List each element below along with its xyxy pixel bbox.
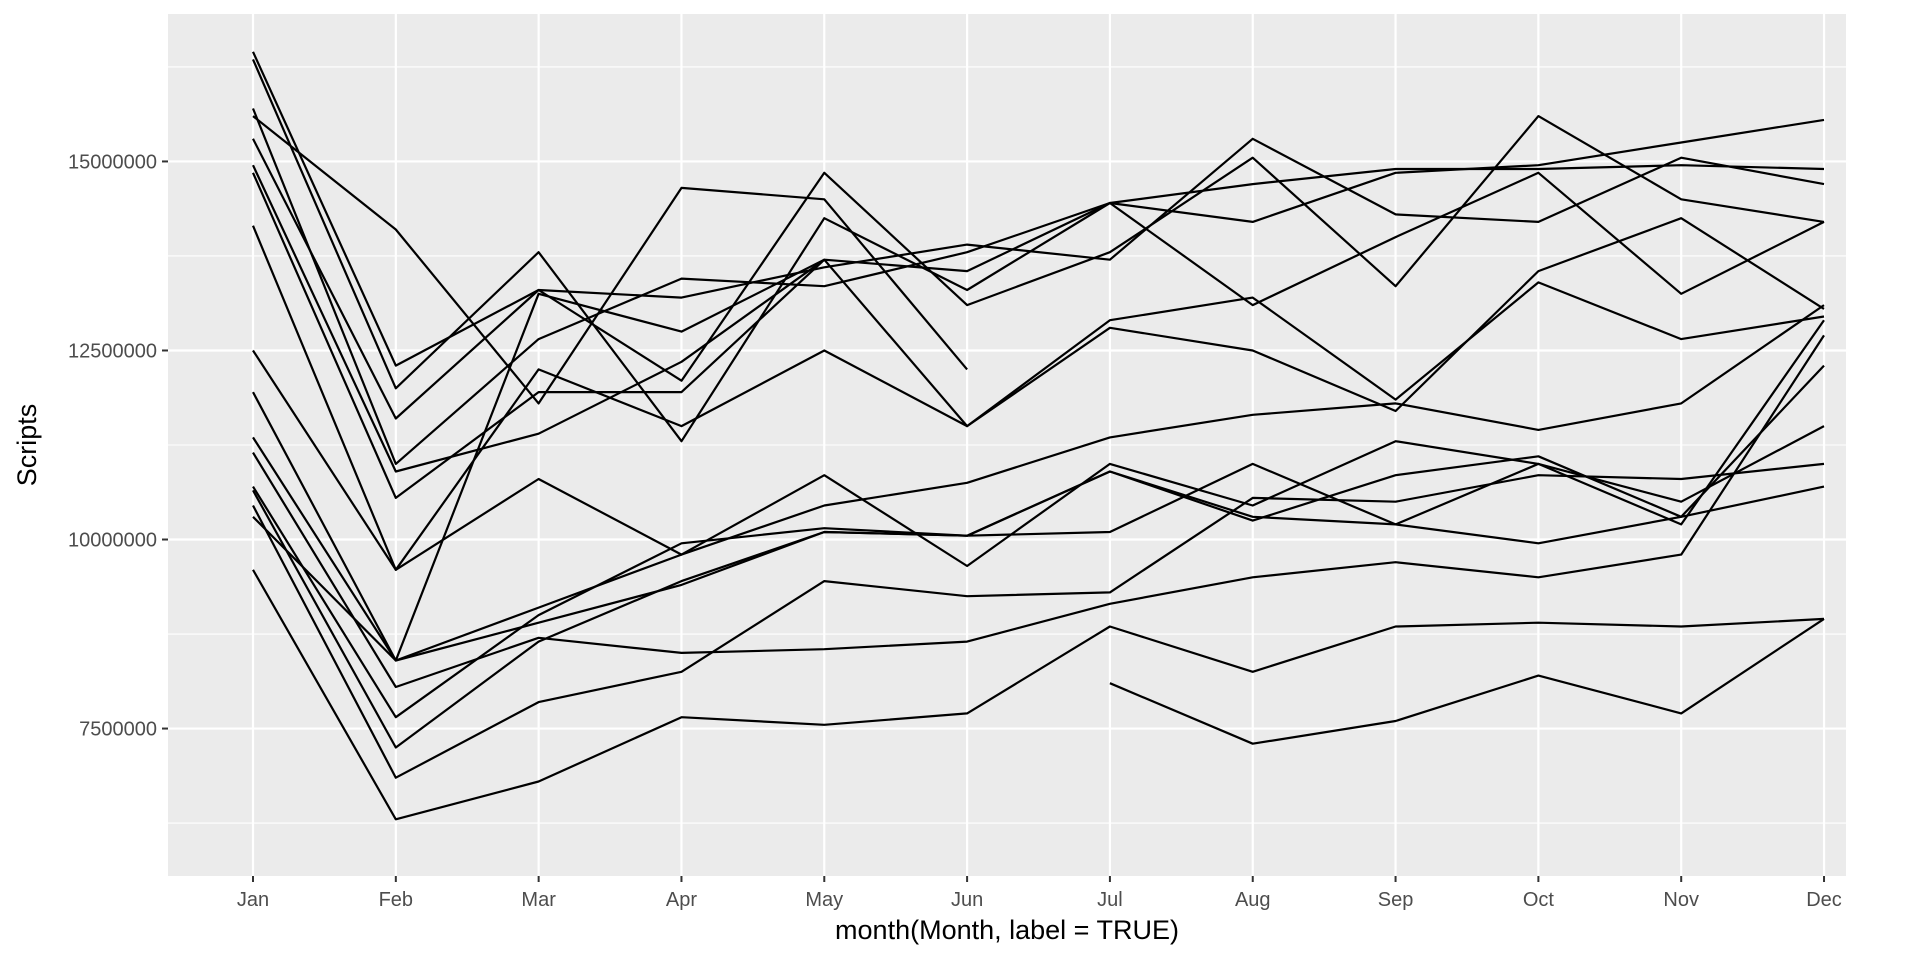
- series-line: [252, 115, 1825, 420]
- series-lines: [251, 51, 1825, 821]
- y-tick-label: 12500000: [68, 340, 157, 362]
- y-axis-title: Scripts: [12, 404, 42, 487]
- y-axis: 7500000 10000000 12500000 15000000: [68, 151, 168, 741]
- y-tick-label: 15000000: [68, 151, 157, 173]
- series-line: [252, 470, 1825, 662]
- series-line: [251, 172, 826, 499]
- x-tick-label: Jul: [1097, 889, 1123, 911]
- y-tick-label: 10000000: [68, 530, 157, 552]
- major-gridlines: [168, 14, 1846, 876]
- series-line: [251, 217, 1825, 571]
- x-axis-title: month(Month, label = TRUE): [835, 915, 1179, 945]
- series-line: [252, 462, 1825, 779]
- series-line: [252, 258, 1825, 662]
- x-tick-label: May: [805, 889, 843, 911]
- x-tick-label: Dec: [1806, 889, 1842, 911]
- series-line: [251, 58, 1825, 443]
- x-axis: Jan Feb Mar Apr May Jun Jul Aug Sep Oct Nov Dec: [237, 876, 1842, 911]
- series-line: [251, 108, 1825, 465]
- x-tick-label: Oct: [1523, 889, 1555, 911]
- series-line: [252, 334, 1825, 689]
- series-line: [252, 319, 1825, 719]
- x-tick-label: Jun: [951, 889, 983, 911]
- minor-gridlines: [168, 66, 1846, 824]
- x-tick-label: Jan: [237, 889, 269, 911]
- x-tick-label: Mar: [521, 889, 556, 911]
- x-tick-label: Apr: [666, 889, 697, 911]
- x-tick-label: Aug: [1235, 889, 1271, 911]
- series-line: [252, 304, 1825, 662]
- series-line: [252, 349, 1825, 571]
- x-tick-label: Sep: [1378, 889, 1414, 911]
- y-tick-label: 7500000: [79, 719, 157, 741]
- series-line: [252, 115, 968, 405]
- x-tick-label: Feb: [379, 889, 413, 911]
- series-line: [251, 51, 1825, 367]
- x-tick-label: Nov: [1663, 889, 1699, 911]
- series-line: [252, 164, 1825, 473]
- series-line: [252, 569, 1825, 821]
- series-line: [1109, 617, 1825, 745]
